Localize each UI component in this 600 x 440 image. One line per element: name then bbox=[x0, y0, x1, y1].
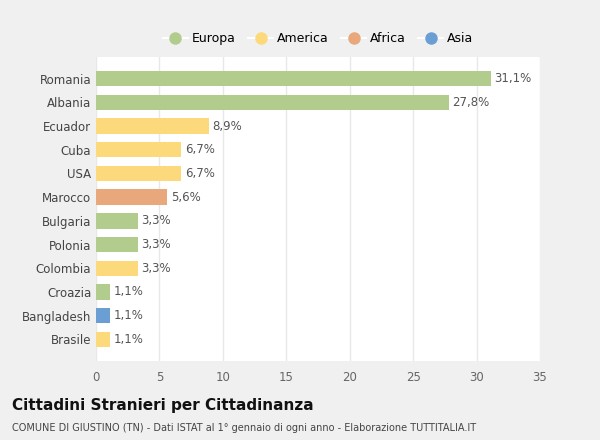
Text: 3,3%: 3,3% bbox=[142, 214, 171, 227]
Text: 27,8%: 27,8% bbox=[452, 96, 490, 109]
Bar bbox=[96, 237, 138, 252]
Text: COMUNE DI GIUSTINO (TN) - Dati ISTAT al 1° gennaio di ogni anno - Elaborazione T: COMUNE DI GIUSTINO (TN) - Dati ISTAT al … bbox=[12, 423, 476, 433]
Text: 3,3%: 3,3% bbox=[142, 238, 171, 251]
Bar bbox=[96, 142, 181, 158]
Text: 6,7%: 6,7% bbox=[185, 143, 215, 156]
Text: 3,3%: 3,3% bbox=[142, 262, 171, 275]
Bar bbox=[96, 260, 138, 276]
Text: 1,1%: 1,1% bbox=[114, 286, 143, 298]
Text: 31,1%: 31,1% bbox=[494, 72, 532, 85]
Bar bbox=[96, 166, 181, 181]
Bar bbox=[96, 213, 138, 228]
Text: 5,6%: 5,6% bbox=[171, 191, 200, 204]
Bar bbox=[96, 118, 209, 134]
Bar bbox=[96, 190, 167, 205]
Bar bbox=[96, 95, 449, 110]
Bar bbox=[96, 71, 491, 86]
Bar bbox=[96, 308, 110, 323]
Legend: Europa, America, Africa, Asia: Europa, America, Africa, Asia bbox=[158, 27, 478, 50]
Text: 8,9%: 8,9% bbox=[213, 120, 242, 132]
Text: Cittadini Stranieri per Cittadinanza: Cittadini Stranieri per Cittadinanza bbox=[12, 398, 314, 413]
Bar bbox=[96, 284, 110, 300]
Text: 6,7%: 6,7% bbox=[185, 167, 215, 180]
Bar bbox=[96, 332, 110, 347]
Text: 1,1%: 1,1% bbox=[114, 309, 143, 322]
Text: 1,1%: 1,1% bbox=[114, 333, 143, 346]
